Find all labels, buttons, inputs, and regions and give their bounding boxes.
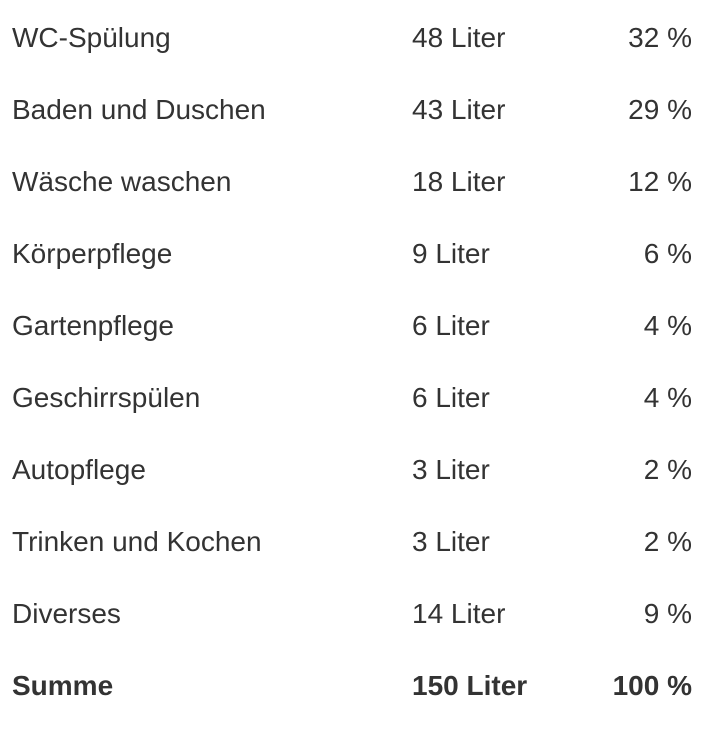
row-label: Trinken und Kochen bbox=[12, 526, 262, 557]
table-row: Trinken und Kochen 3 Liter 2 % bbox=[0, 506, 704, 578]
row-label: Baden und Duschen bbox=[12, 94, 266, 125]
row-percent: 29 % bbox=[628, 94, 692, 125]
row-amount: 14 Liter bbox=[412, 598, 506, 629]
table-body: WC-Spülung 48 Liter 32 % Baden und Duschen 4… bbox=[0, 2, 704, 722]
row-percent: 2 % bbox=[643, 526, 692, 557]
row-label: Diverses bbox=[12, 598, 121, 629]
table-row: WC-Spülung 48 Liter 32 % bbox=[0, 2, 704, 74]
row-percent: 4 % bbox=[643, 310, 692, 341]
row-label: WC-Spülung bbox=[12, 22, 171, 53]
total-label: Summe bbox=[12, 670, 114, 701]
table-row: Wäsche waschen 18 Liter 12 % bbox=[0, 146, 704, 218]
row-percent: 4 % bbox=[643, 382, 692, 413]
row-percent: 9 % bbox=[643, 598, 692, 629]
row-label: Gartenpflege bbox=[12, 310, 174, 341]
row-percent: 2 % bbox=[643, 454, 692, 485]
row-percent: 6 % bbox=[643, 238, 692, 269]
row-label: Körperpflege bbox=[12, 238, 173, 269]
row-amount: 3 Liter bbox=[412, 526, 490, 557]
row-amount: 18 Liter bbox=[412, 166, 506, 197]
row-amount: 43 Liter bbox=[412, 94, 506, 125]
total-amount: 150 Liter bbox=[412, 670, 528, 701]
row-amount: 6 Liter bbox=[412, 382, 490, 413]
row-percent: 32 % bbox=[628, 22, 692, 53]
row-label: Autopflege bbox=[12, 454, 146, 485]
row-amount: 3 Liter bbox=[412, 454, 490, 485]
total-row: Summe 150 Liter 100 % bbox=[0, 650, 704, 722]
row-amount: 9 Liter bbox=[412, 238, 490, 269]
row-label: Wäsche waschen bbox=[12, 166, 232, 197]
row-label: Geschirrspülen bbox=[12, 382, 201, 413]
table-row: Geschirrspülen 6 Liter 4 % bbox=[0, 362, 704, 434]
row-amount: 48 Liter bbox=[412, 22, 506, 53]
table-row: Diverses 14 Liter 9 % bbox=[0, 578, 704, 650]
table-row: Baden und Duschen 43 Liter 29 % bbox=[0, 74, 704, 146]
table-row: Gartenpflege 6 Liter 4 % bbox=[0, 290, 704, 362]
row-percent: 12 % bbox=[628, 166, 692, 197]
table-row: Körperpflege 9 Liter 6 % bbox=[0, 218, 704, 290]
table-row: Autopflege 3 Liter 2 % bbox=[0, 434, 704, 506]
total-percent: 100 % bbox=[612, 670, 692, 701]
water-usage-table: WC-Spülung 48 Liter 32 % Baden und Duschen 4… bbox=[0, 2, 704, 722]
row-amount: 6 Liter bbox=[412, 310, 490, 341]
